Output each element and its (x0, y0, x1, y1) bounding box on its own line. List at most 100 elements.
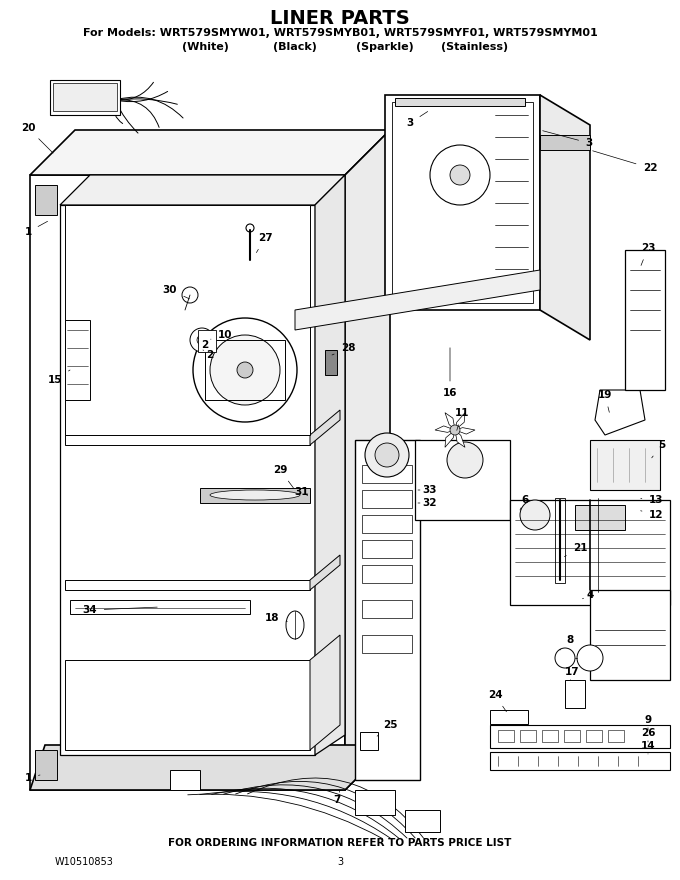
Polygon shape (310, 555, 340, 590)
Circle shape (450, 165, 470, 185)
Bar (35, 750, 57, 780)
Polygon shape (65, 205, 310, 435)
Text: 14: 14 (641, 741, 656, 754)
Bar (35, 185, 57, 215)
Polygon shape (385, 95, 540, 310)
Text: 33: 33 (418, 485, 437, 495)
Circle shape (246, 224, 254, 232)
Text: 1: 1 (24, 222, 48, 237)
Polygon shape (295, 270, 540, 330)
Bar (395, 98, 525, 106)
Bar (53, 83, 117, 111)
Polygon shape (455, 428, 475, 434)
Circle shape (197, 335, 207, 345)
Polygon shape (590, 440, 660, 490)
Polygon shape (30, 175, 345, 790)
Bar (50, 80, 120, 115)
Polygon shape (345, 130, 390, 790)
Bar (362, 540, 412, 558)
Circle shape (375, 443, 399, 467)
Polygon shape (60, 205, 315, 755)
Bar (198, 330, 216, 352)
Polygon shape (65, 435, 310, 445)
Text: 26: 26 (641, 728, 656, 742)
Polygon shape (65, 580, 310, 590)
FancyArrowPatch shape (118, 92, 168, 101)
Polygon shape (445, 430, 455, 447)
Polygon shape (455, 430, 465, 447)
Polygon shape (70, 600, 250, 614)
Text: 12: 12 (641, 510, 663, 520)
Bar (540, 135, 590, 150)
Circle shape (190, 328, 214, 352)
FancyArrowPatch shape (224, 785, 407, 838)
Text: 3: 3 (337, 857, 343, 867)
Bar (170, 770, 200, 790)
Circle shape (210, 335, 280, 405)
Text: 22: 22 (593, 150, 658, 173)
Circle shape (520, 500, 550, 530)
Bar (362, 635, 412, 653)
Polygon shape (65, 660, 310, 750)
Bar (362, 600, 412, 618)
Polygon shape (392, 102, 533, 303)
Text: 34: 34 (83, 605, 157, 615)
Bar (586, 730, 602, 742)
Ellipse shape (286, 611, 304, 639)
Polygon shape (575, 505, 625, 530)
Text: 25: 25 (377, 720, 397, 737)
Text: (Stainless): (Stainless) (441, 42, 509, 52)
Bar (205, 340, 285, 400)
Bar (405, 810, 440, 832)
Circle shape (555, 648, 575, 668)
Text: 28: 28 (332, 343, 355, 355)
Text: 1: 1 (24, 773, 40, 783)
Text: 21: 21 (564, 543, 588, 557)
FancyArrowPatch shape (211, 788, 399, 839)
Text: (Black): (Black) (273, 42, 317, 52)
FancyArrowPatch shape (235, 781, 415, 838)
FancyArrowPatch shape (118, 99, 159, 128)
Bar (608, 730, 624, 742)
Bar (520, 730, 536, 742)
FancyArrowPatch shape (118, 99, 177, 104)
Bar (490, 710, 528, 724)
Text: 27: 27 (256, 233, 272, 253)
Bar (542, 730, 558, 742)
Text: 6: 6 (520, 495, 528, 510)
Text: 5: 5 (651, 440, 666, 458)
Text: LINER PARTS: LINER PARTS (270, 9, 410, 27)
Polygon shape (30, 130, 390, 175)
Bar (362, 565, 412, 583)
Bar (555, 498, 565, 583)
Text: 9: 9 (645, 715, 651, 730)
Polygon shape (490, 725, 670, 748)
Polygon shape (445, 413, 455, 430)
Circle shape (577, 645, 603, 671)
FancyArrowPatch shape (200, 791, 391, 839)
Circle shape (193, 318, 297, 422)
Bar (65, 320, 90, 400)
Text: 20: 20 (21, 123, 53, 153)
Polygon shape (355, 440, 420, 780)
Circle shape (430, 145, 490, 205)
Circle shape (365, 433, 409, 477)
Polygon shape (625, 250, 665, 390)
Text: 30: 30 (163, 285, 190, 299)
Text: 2: 2 (198, 338, 209, 350)
Polygon shape (310, 410, 340, 445)
FancyArrowPatch shape (188, 794, 383, 839)
Text: 3: 3 (543, 131, 593, 148)
Bar (564, 730, 580, 742)
Text: 4: 4 (583, 590, 594, 600)
Bar (362, 490, 412, 508)
Polygon shape (595, 390, 645, 435)
Text: 13: 13 (641, 495, 663, 505)
Bar (565, 680, 585, 708)
FancyArrowPatch shape (116, 103, 138, 133)
Bar (362, 465, 412, 483)
Circle shape (182, 287, 198, 303)
Text: 16: 16 (443, 348, 457, 398)
Text: (White): (White) (182, 42, 228, 52)
Circle shape (450, 425, 460, 435)
